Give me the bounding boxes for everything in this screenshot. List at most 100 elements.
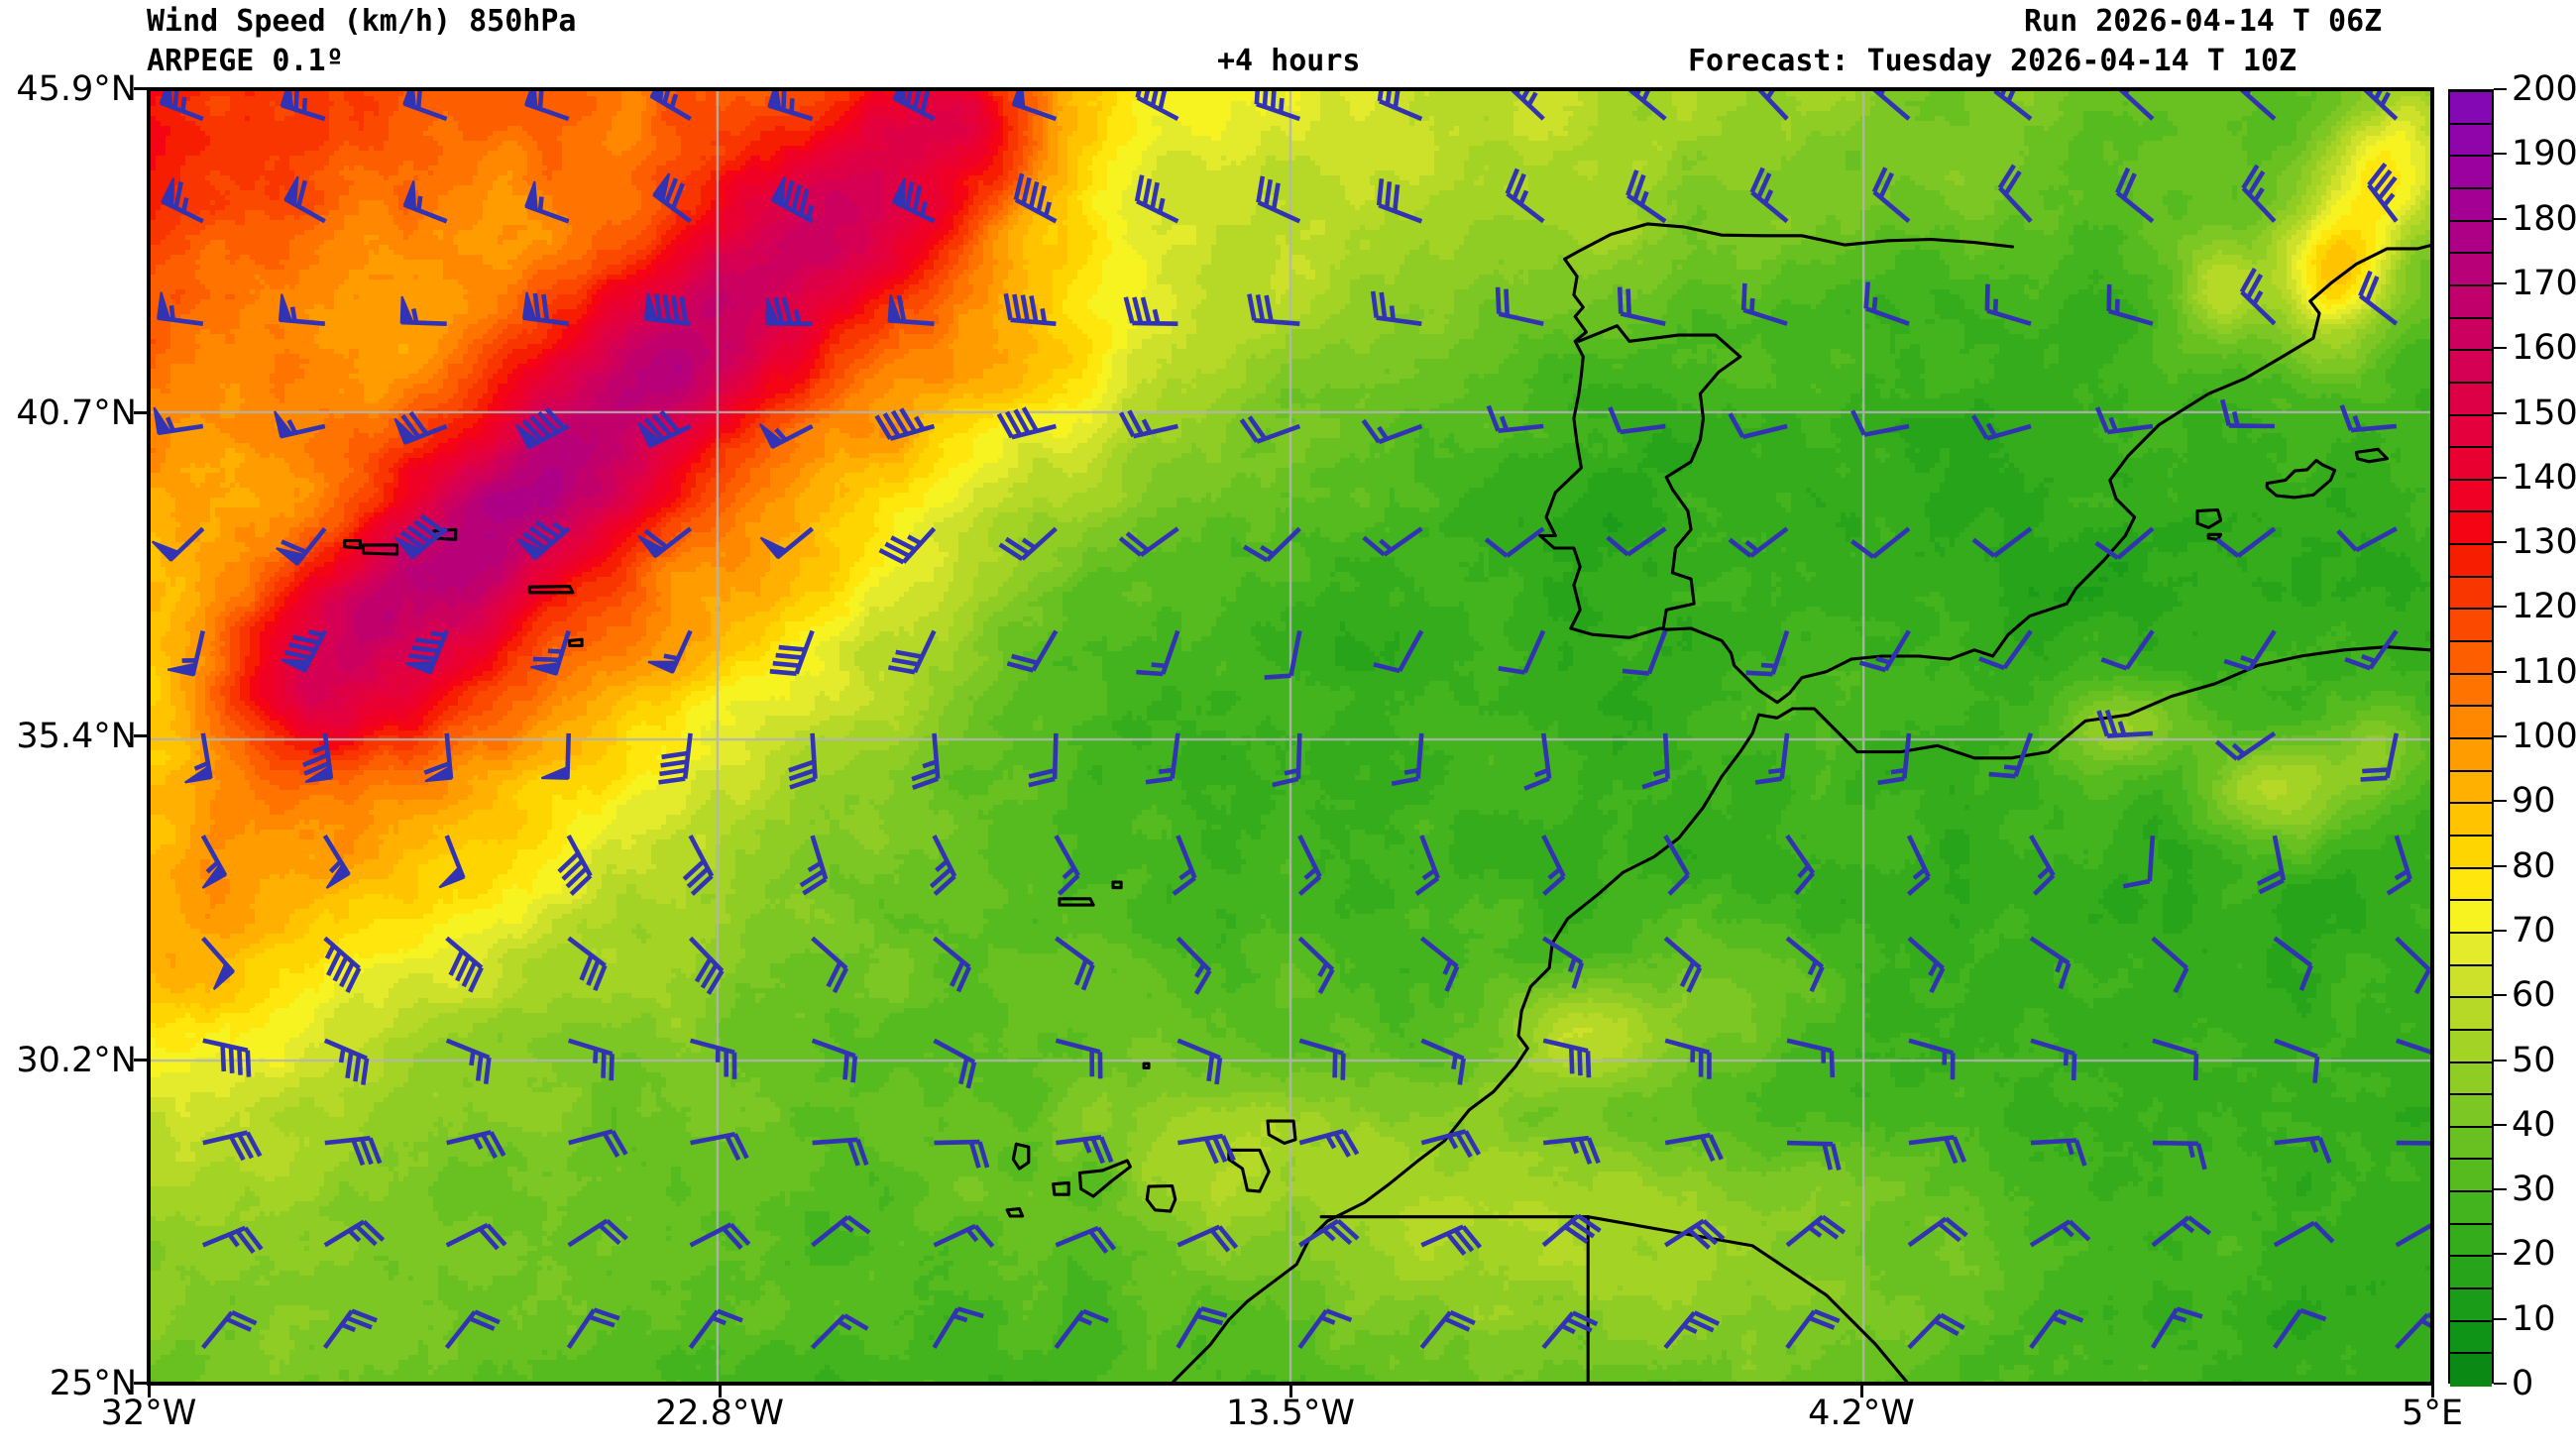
wind-barb (1664, 1132, 1724, 1163)
colorbar-separator (2450, 640, 2492, 643)
wind-barb (1134, 174, 1179, 224)
wind-barb (1256, 175, 1301, 224)
colorbar-tick (2494, 541, 2507, 544)
y-axis-tick-label: 40.7°N (16, 392, 137, 433)
colorbar-band (2450, 253, 2492, 286)
colorbar-separator (2450, 283, 2492, 286)
colorbar-separator (2450, 186, 2492, 189)
wind-barb (1419, 1309, 1476, 1350)
wind-barb (891, 177, 936, 224)
wind-barb (1376, 178, 1423, 224)
wind-barb (1745, 629, 1790, 677)
wind-barb (1055, 1225, 1117, 1254)
wind-barb (446, 1130, 506, 1160)
colorbar-band (2450, 964, 2492, 998)
wind-barb (1970, 414, 2032, 441)
wind-barb (1858, 629, 1911, 673)
wind-barb (2336, 526, 2398, 553)
wind-barb (2339, 404, 2398, 433)
colorbar-tick-label: 170 (2512, 263, 2576, 303)
wind-barb (274, 410, 326, 439)
wind-barb (567, 936, 608, 992)
colorbar-band (2450, 835, 2492, 869)
wind-barb (996, 406, 1057, 440)
wind-barb (2150, 1306, 2203, 1349)
wind-barb (1541, 835, 1566, 896)
wind-barb (688, 936, 725, 995)
wind-barb (1664, 1038, 1712, 1079)
wind-barb (647, 629, 693, 674)
colorbar-band (2450, 284, 2492, 319)
wind-barb (1978, 629, 2033, 671)
colorbar-band (2450, 609, 2492, 642)
wind-barb (1176, 1224, 1239, 1253)
wind-barb (2151, 1215, 2212, 1248)
coastline-gran-canaria (1145, 1183, 1177, 1213)
wind-barb-layer (151, 91, 2430, 1350)
wind-barb (2152, 1140, 2207, 1171)
colorbar-tick (2494, 1317, 2507, 1320)
colorbar-separator (2450, 90, 2492, 92)
wind-barb (1907, 1216, 1968, 1248)
colorbar-separator (2450, 252, 2492, 255)
colorbar-separator (2450, 510, 2492, 513)
colorbar-tick (2494, 929, 2507, 932)
wind-barb (1907, 936, 1946, 994)
wind-barb (1247, 293, 1300, 326)
wind-barb (759, 526, 815, 560)
coastline-selvagens (1142, 1061, 1151, 1070)
wind-barb (280, 91, 326, 122)
wind-barb (323, 1219, 386, 1248)
x-axis-tick (148, 1386, 151, 1397)
colorbar-separator (2450, 478, 2492, 481)
wind-barb (1177, 1133, 1236, 1165)
colorbar-band (2450, 1094, 2492, 1128)
colorbar-separator (2450, 575, 2492, 578)
wind-barb (1391, 732, 1424, 786)
wind-barb (2030, 1138, 2087, 1167)
wind-barb (1239, 415, 1301, 444)
wind-barb (1361, 418, 1423, 445)
wind-barb (637, 526, 693, 559)
wind-barb (200, 835, 228, 889)
colorbar-separator (2450, 349, 2492, 352)
wind-barb (1785, 1308, 1841, 1350)
wind-barb (887, 294, 935, 326)
colorbar-tick-label: 120 (2512, 587, 2576, 627)
colorbar-band (2450, 220, 2492, 254)
colorbar-band (2450, 706, 2492, 739)
colorbar-tick-label: 40 (2512, 1104, 2556, 1145)
colorbar-tick-label: 190 (2512, 134, 2576, 174)
wind-barb (1254, 91, 1301, 122)
colorbar-band (2450, 1159, 2492, 1192)
coastline-menorca (2354, 447, 2390, 464)
colorbar-tick-label: 200 (2512, 69, 2576, 109)
coastline-portugal-border (1577, 324, 1742, 630)
colorbar-band (2450, 1353, 2492, 1387)
colorbar-tick (2494, 1188, 2507, 1191)
wind-barb (2094, 406, 2154, 435)
wind-barb (159, 91, 204, 122)
x-axis-tick-label: 4.2°W (1808, 1394, 1915, 1433)
wind-barb (1740, 282, 1788, 326)
colorbar-band (2450, 1126, 2492, 1161)
wind-barb (1362, 526, 1423, 557)
y-axis-tick (134, 1058, 147, 1061)
wind-barb (1055, 1038, 1103, 1079)
wind-barb (2215, 526, 2277, 558)
wind-barb (932, 1306, 984, 1349)
colorbar-separator (2450, 413, 2492, 416)
coastline-tenerife (1077, 1159, 1132, 1198)
wind-barb (998, 526, 1058, 562)
colorbar-separator (2450, 931, 2492, 934)
wind-barb (1505, 168, 1545, 224)
wind-speed-map (147, 87, 2434, 1386)
wind-barb (1419, 936, 1460, 992)
wind-barb (201, 1310, 258, 1350)
wind-barb (2029, 1219, 2091, 1248)
wind-barb (1370, 290, 1422, 326)
wind-barb (514, 406, 570, 450)
x-axis-tick-label: 32°W (100, 1394, 197, 1433)
colorbar-separator (2450, 1158, 2492, 1161)
